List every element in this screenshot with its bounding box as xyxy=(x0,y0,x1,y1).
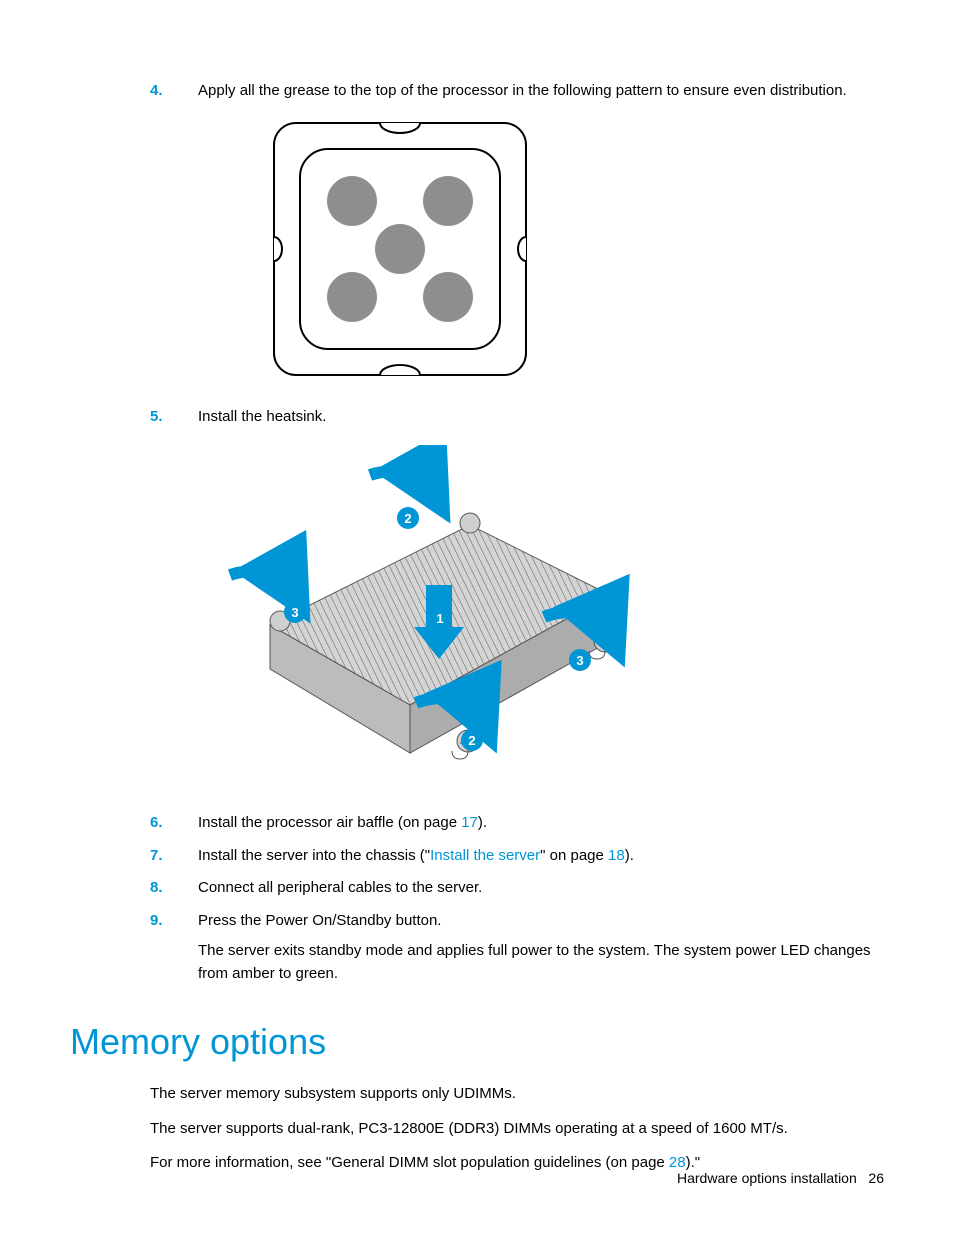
step-text: Install the processor air baffle (on pag… xyxy=(198,812,884,835)
text: ). xyxy=(478,814,487,831)
footer-page: 26 xyxy=(868,1170,884,1186)
svg-text:3: 3 xyxy=(291,605,298,620)
step-extra: The server exits standby mode and applie… xyxy=(198,940,884,985)
footer-label: Hardware options installation xyxy=(677,1170,857,1186)
step-text: Apply all the grease to the top of the p… xyxy=(198,80,884,103)
paragraph: The server memory subsystem supports onl… xyxy=(70,1083,884,1106)
step-number: 4. xyxy=(70,80,198,103)
page-link[interactable]: 17 xyxy=(461,814,478,831)
step-number: 7. xyxy=(70,845,198,868)
svg-text:1: 1 xyxy=(436,611,443,626)
step-number: 9. xyxy=(70,910,198,986)
text: Install the processor air baffle (on pag… xyxy=(198,814,461,831)
xref-link[interactable]: Install the server xyxy=(430,847,540,864)
heatsink-figure: 1 2 2 3 3 xyxy=(70,445,884,793)
svg-text:2: 2 xyxy=(404,511,411,526)
section-heading: Memory options xyxy=(70,1015,884,1069)
text: " on page xyxy=(540,847,608,864)
paragraph: The server supports dual-rank, PC3-12800… xyxy=(70,1118,884,1141)
step-number: 6. xyxy=(70,812,198,835)
text: For more information, see "General DIMM … xyxy=(150,1154,669,1171)
page-link[interactable]: 18 xyxy=(608,847,625,864)
step-number: 5. xyxy=(70,406,198,429)
page-footer: Hardware options installation 26 xyxy=(677,1168,884,1189)
step-text: Press the Power On/Standby button. xyxy=(198,910,884,933)
svg-text:2: 2 xyxy=(468,733,475,748)
step-text: Install the heatsink. xyxy=(198,406,884,429)
text: Install the server into the chassis (" xyxy=(198,847,430,864)
step-text: Connect all peripheral cables to the ser… xyxy=(198,877,884,900)
svg-text:3: 3 xyxy=(576,653,583,668)
step-number: 8. xyxy=(70,877,198,900)
text: ). xyxy=(625,847,634,864)
step-text: Install the server into the chassis ("In… xyxy=(198,845,884,868)
processor-grease-figure xyxy=(70,119,884,387)
